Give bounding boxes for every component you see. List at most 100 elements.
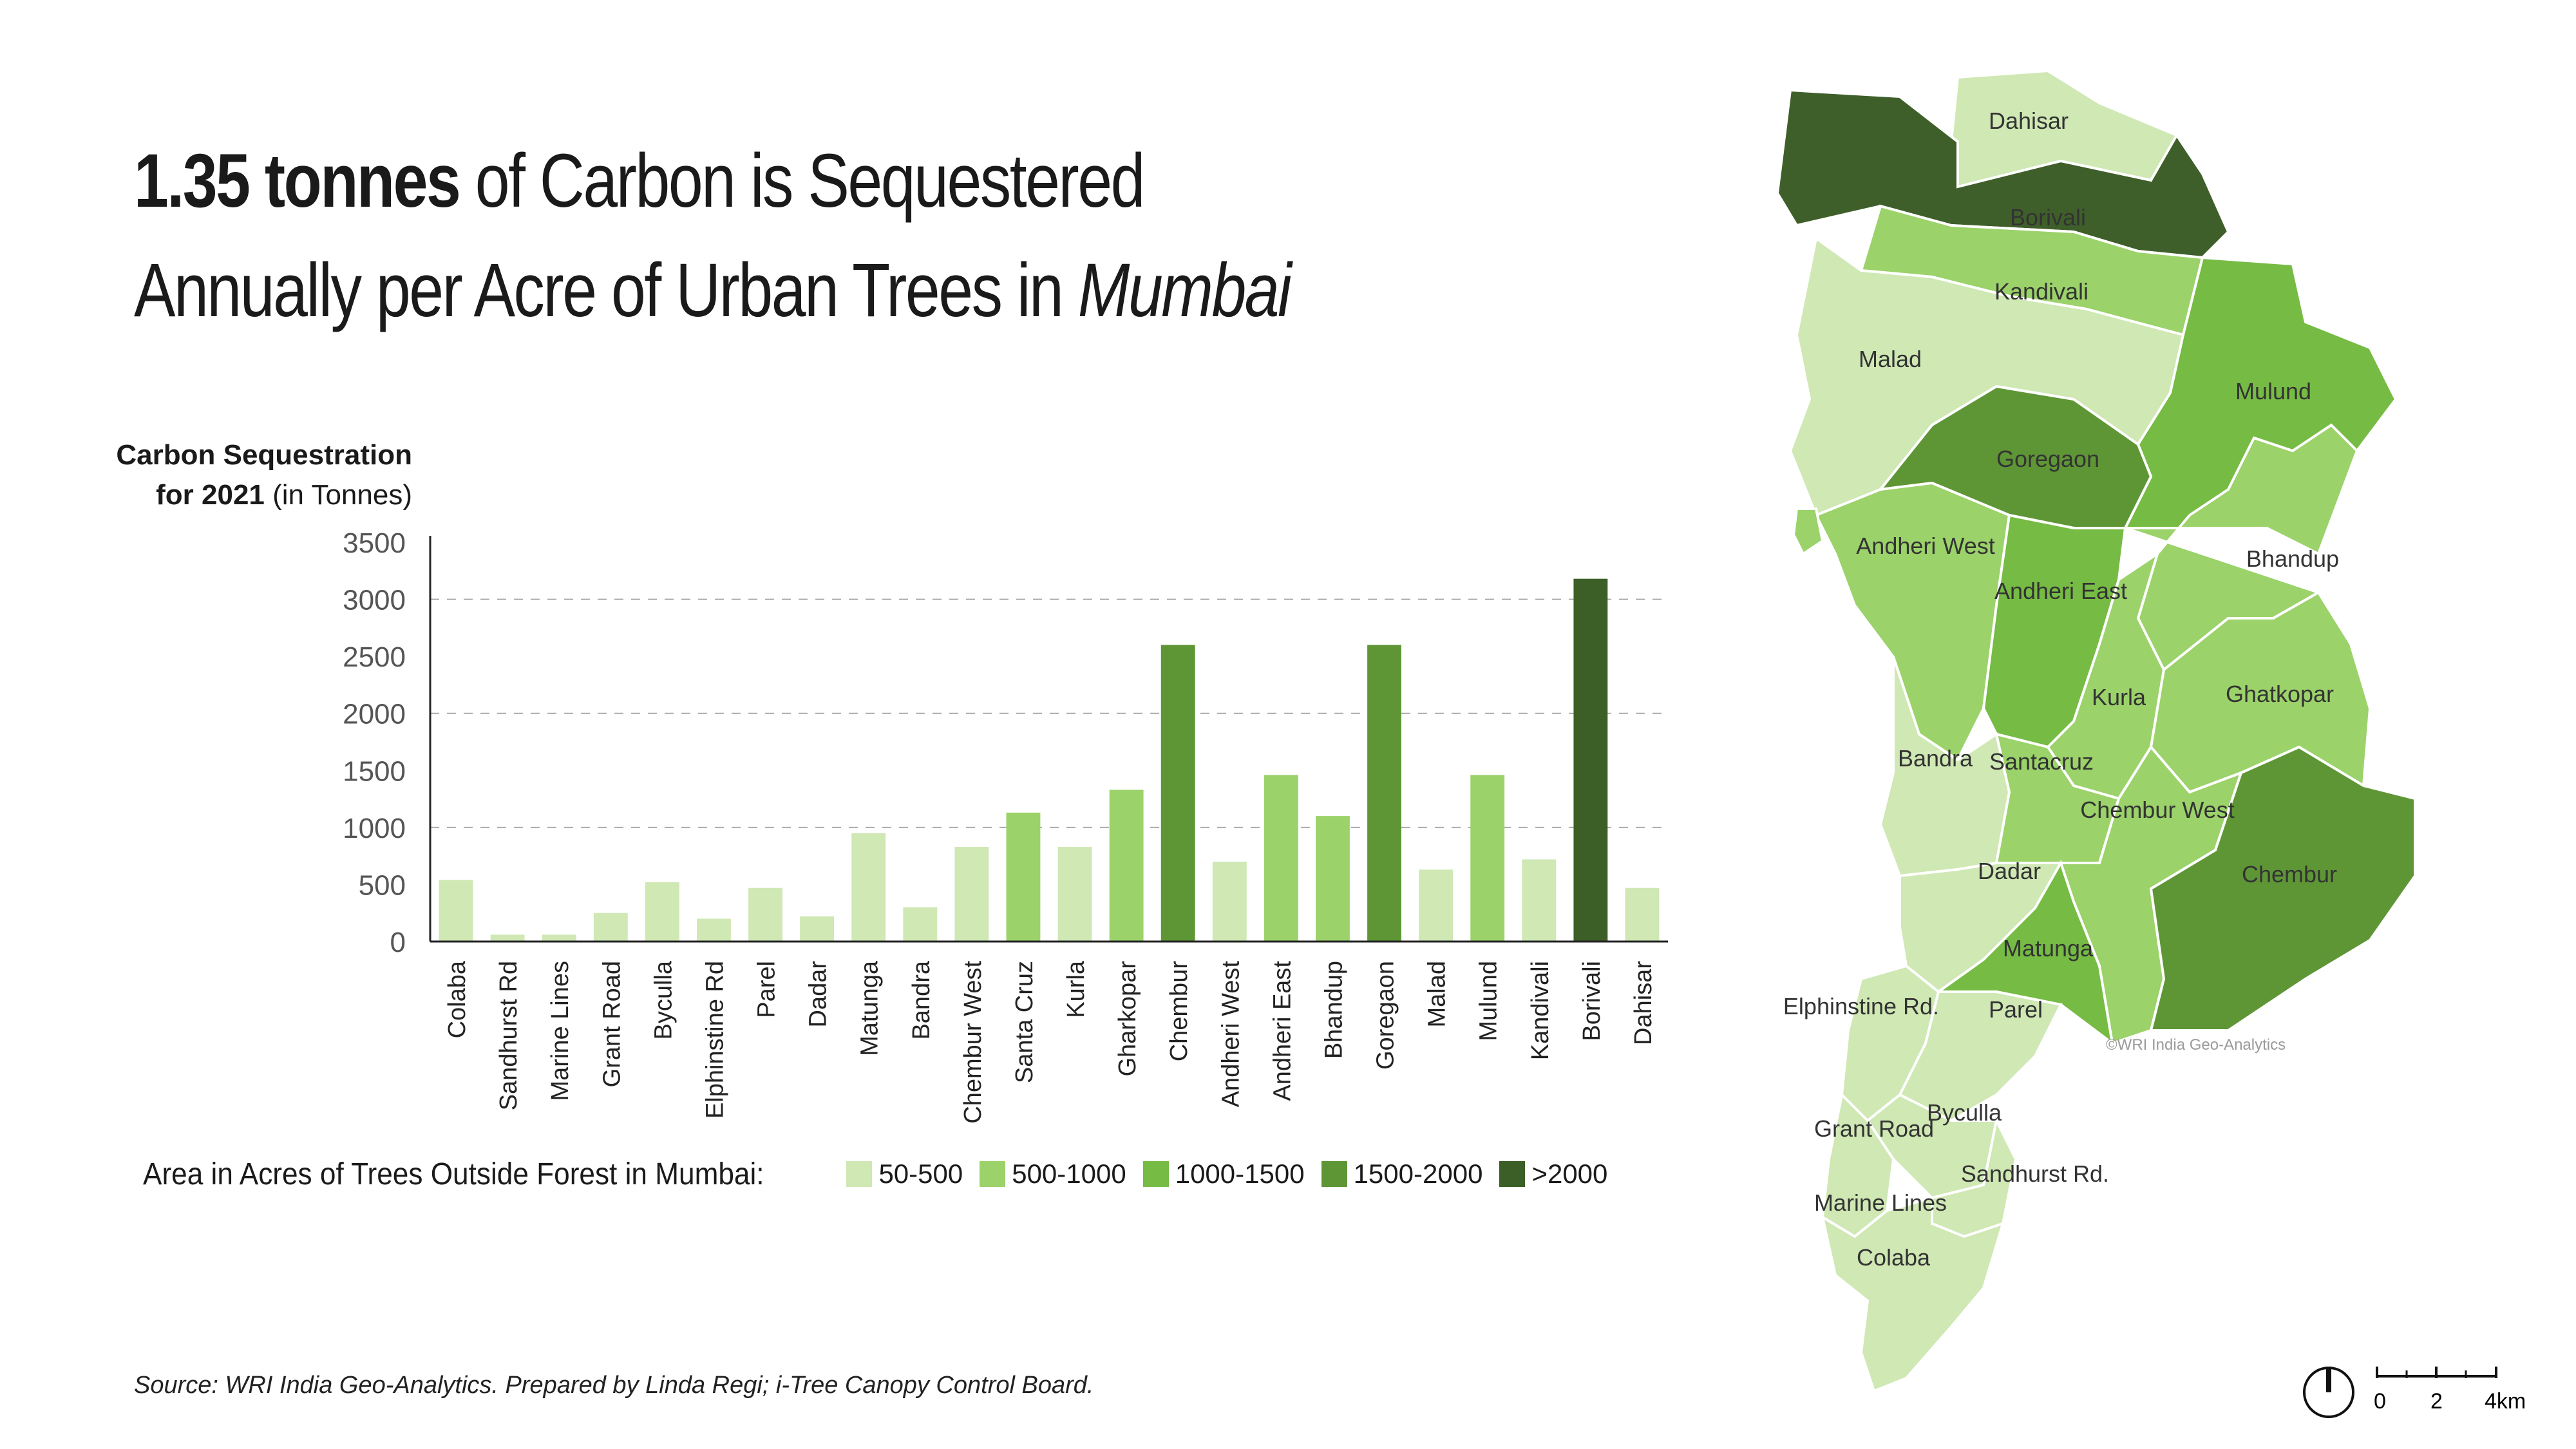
- source-note: Source: WRI India Geo-Analytics. Prepare…: [134, 1372, 1094, 1399]
- scale-bar: 0 2 4km: [2303, 1367, 2526, 1418]
- y-tick-label: 3000: [343, 585, 406, 616]
- bar: [748, 887, 782, 942]
- title-line-1: 1.35 tonnes of Carbon is Sequestered: [134, 126, 1296, 236]
- map-region-borivali: [1776, 88, 2230, 260]
- x-tick-label: Malad: [1424, 961, 1451, 1028]
- map-region-small-island: [1792, 507, 1824, 556]
- legend: Area in Acres of Trees Outside Forest in…: [143, 1153, 1607, 1195]
- scale-label-2: 2: [2430, 1389, 2443, 1414]
- y-tick-label: 1500: [343, 755, 406, 787]
- bar: [851, 833, 886, 942]
- y-tick-label: 1000: [343, 813, 406, 844]
- map-region-colaba: [1821, 1196, 2005, 1391]
- bar-chart: 3500 3000 2500 2000 1500 1000 500 0 Colaba Sandhu…: [343, 527, 1668, 1124]
- map-label-andheri-east: Andheri East: [1994, 578, 2127, 604]
- map-label-kandivali: Kandivali: [1994, 278, 2088, 305]
- x-tick-label: Goregaon: [1372, 961, 1399, 1070]
- legend-swatch: [846, 1161, 873, 1187]
- x-tick-label: Andheri East: [1269, 961, 1296, 1101]
- map-label-matunga: Matunga: [2003, 935, 2094, 961]
- scale-label-4km: 4km: [2485, 1389, 2526, 1414]
- map-label-grant-road: Grant Road: [1814, 1115, 1934, 1142]
- legend-item: 50-500: [846, 1159, 963, 1189]
- legend-swatch: [1321, 1161, 1347, 1187]
- y-tick-label: 500: [359, 869, 406, 901]
- x-tick-label: Byculla: [650, 960, 677, 1039]
- bar: [645, 882, 679, 942]
- map-label-goregaon: Goregaon: [1996, 446, 2099, 472]
- legend-swatch: [980, 1161, 1006, 1187]
- bar: [697, 918, 731, 942]
- legend-swatch: [1499, 1161, 1526, 1187]
- y-tick-label: 2000: [343, 699, 406, 730]
- legend-swatch: [1142, 1161, 1169, 1187]
- title-line-2: Annually per Acre of Urban Trees in Mumb…: [134, 236, 1296, 345]
- bar: [1522, 859, 1557, 942]
- bar: [800, 916, 835, 942]
- x-tick-label: Chembur West: [960, 961, 987, 1124]
- legend-label: >2000: [1531, 1159, 1608, 1189]
- map-label-ghatkopar: Ghatkopar: [2226, 681, 2334, 707]
- x-tick-label: Santa Cruz: [1011, 961, 1038, 1083]
- map-label-elphinstine: Elphinstine Rd.: [1783, 993, 1939, 1019]
- x-tick-label: Grant Road: [598, 961, 625, 1087]
- map-label-borivali: Borivali: [2010, 204, 2086, 231]
- x-tick-label: Sandhurst Rd: [495, 961, 522, 1110]
- legend-item: 1000-1500: [1142, 1159, 1305, 1189]
- map-label-colaba: Colaba: [1857, 1244, 1931, 1271]
- x-tick-label: Andheri West: [1217, 961, 1244, 1108]
- y-tick-label: 3500: [343, 527, 406, 559]
- bar: [490, 934, 525, 942]
- bar: [1006, 812, 1041, 942]
- y-axis-title-line-1: Carbon Sequestration: [116, 439, 412, 471]
- map-label-andheri-west: Andheri West: [1856, 533, 1994, 559]
- title-city: Mumbai: [1077, 248, 1292, 333]
- map-region-parel: [1898, 990, 2063, 1122]
- map-label-sandhurst: Sandhurst Rd.: [1961, 1160, 2109, 1187]
- title-line-1-rest: of Carbon is Sequestered: [459, 138, 1146, 223]
- bar: [1625, 887, 1660, 942]
- title-line-2-text: Annually per Acre of Urban Trees in: [134, 248, 1078, 333]
- bar: [954, 846, 989, 942]
- map-label-bandra: Bandra: [1898, 745, 1973, 772]
- bar: [1109, 790, 1144, 942]
- bar: [1316, 816, 1350, 942]
- x-tick-label: Bhandup: [1320, 961, 1347, 1059]
- legend-label: 50-500: [878, 1159, 963, 1189]
- map-label-byculla: Byculla: [1927, 1099, 2002, 1126]
- legend-item: 500-1000: [980, 1159, 1126, 1189]
- x-tick-label: Gharkopar: [1114, 961, 1141, 1077]
- x-tick-label: Dahisar: [1630, 961, 1657, 1045]
- y-axis-title: Carbon Sequestration for 2021 (in Tonnes…: [90, 435, 412, 515]
- title-highlight: 1.35 tonnes: [134, 138, 461, 223]
- map-label-dahisar: Dahisar: [1989, 108, 2069, 134]
- map-label-bhandup: Bhandup: [2246, 545, 2339, 572]
- map-label-chembur-west: Chembur West: [2080, 797, 2234, 823]
- map-region-chembur: [2149, 745, 2416, 1032]
- bar: [1160, 645, 1195, 942]
- x-tick-label: Parel: [753, 961, 781, 1018]
- map-regions: [1776, 69, 2416, 1391]
- legend-label: 500-1000: [1012, 1159, 1126, 1189]
- map-label-malad: Malad: [1859, 346, 1922, 372]
- y-axis-unit: (in Tonnes): [264, 479, 412, 511]
- x-tick-label: Chembur: [1166, 961, 1193, 1062]
- bar: [439, 880, 473, 942]
- bar: [1057, 846, 1092, 942]
- bar: [1264, 775, 1298, 942]
- x-tick-label: Elphinstine Rd: [701, 961, 728, 1119]
- y-axis-title-line-2: for 2021: [156, 479, 265, 511]
- page-title: 1.35 tonnes of Carbon is Sequestered Ann…: [134, 126, 1296, 345]
- map-label-marine-lines: Marine Lines: [1814, 1189, 1947, 1216]
- legend-item: >2000: [1499, 1159, 1607, 1189]
- map-label-kurla: Kurla: [2092, 684, 2146, 710]
- map-label-chembur: Chembur: [2242, 861, 2337, 887]
- y-tick-label: 2500: [343, 641, 406, 673]
- bar: [1470, 775, 1505, 942]
- legend-label: 1500-2000: [1353, 1159, 1483, 1189]
- x-tick-label: Kandivali: [1527, 961, 1554, 1060]
- bar: [1419, 869, 1454, 942]
- map-label-dadar: Dadar: [1978, 858, 2041, 884]
- x-tick-label: Matunga: [857, 960, 884, 1056]
- map-region-andheri-west: [1814, 481, 2011, 762]
